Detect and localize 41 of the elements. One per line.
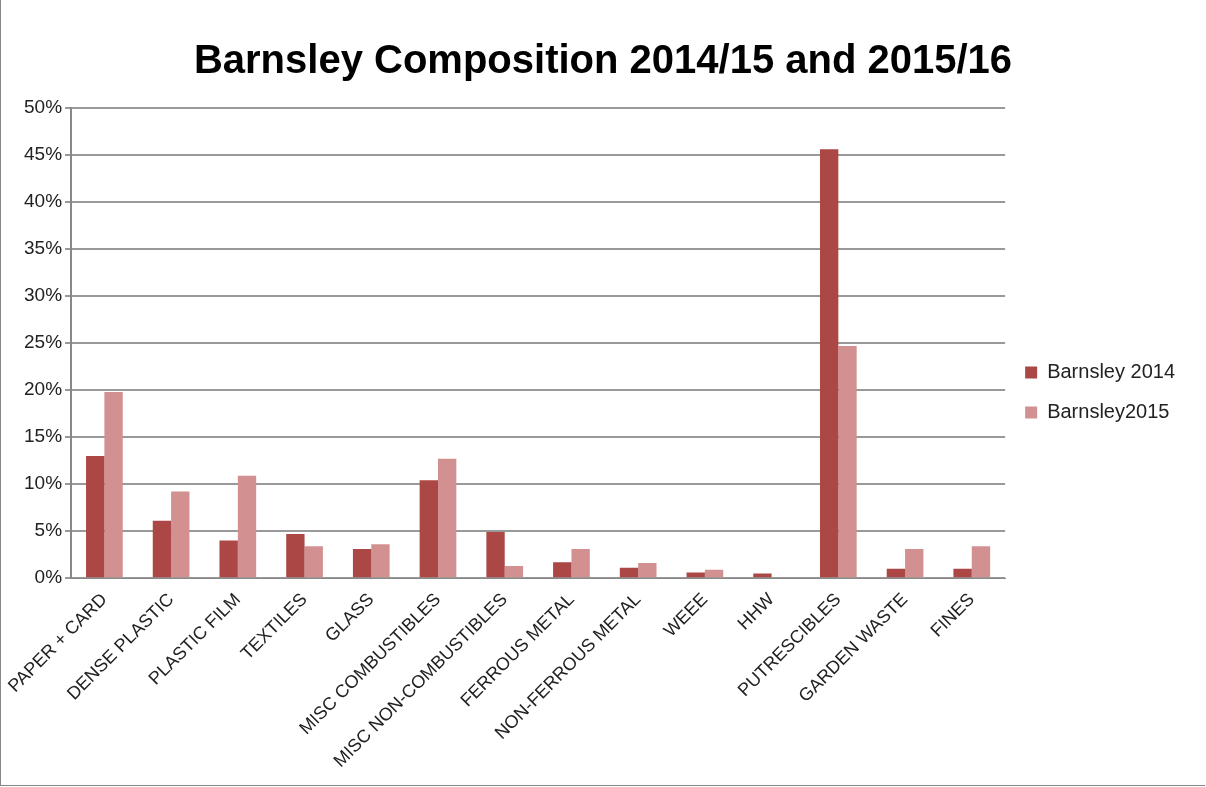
bar — [286, 533, 305, 578]
bar — [219, 540, 238, 578]
chart-title: Barnsley Composition 2014/15 and 2015/16 — [193, 37, 1013, 82]
bar — [638, 563, 657, 578]
y-tick-label: 5% — [34, 519, 63, 541]
bar — [152, 520, 172, 578]
bar — [753, 573, 772, 578]
bar — [838, 345, 857, 578]
y-tick-label: 50% — [24, 96, 63, 118]
bar — [86, 455, 105, 578]
y-tick-label: 25% — [24, 331, 63, 353]
bar — [304, 546, 323, 578]
y-tick-label: 10% — [24, 472, 63, 494]
bar — [704, 569, 724, 578]
y-tick-label: 0% — [34, 566, 63, 588]
bar — [819, 149, 839, 578]
bar — [953, 568, 972, 578]
bar — [619, 567, 639, 578]
bar — [171, 491, 190, 578]
bar — [352, 548, 372, 578]
bar — [438, 458, 457, 578]
bar — [104, 391, 123, 578]
bar — [971, 546, 991, 578]
y-tick-label: 30% — [24, 284, 63, 306]
bar — [237, 475, 257, 578]
y-tick-label: 15% — [24, 425, 63, 447]
bar — [686, 572, 705, 578]
bar — [571, 548, 590, 578]
y-tick-label: 40% — [24, 190, 63, 212]
legend-label: Barnsley2015 — [1047, 400, 1170, 423]
y-tick-label: 35% — [24, 237, 63, 259]
bar — [486, 532, 505, 578]
legend-label: Barnsley 2014 — [1047, 360, 1176, 383]
bar — [504, 565, 524, 578]
bar — [553, 562, 572, 578]
bar — [419, 480, 438, 578]
bar — [905, 548, 924, 578]
bar — [371, 544, 390, 578]
bar — [886, 568, 906, 578]
y-tick-label: 20% — [24, 378, 63, 400]
y-tick-label: 45% — [24, 143, 63, 165]
